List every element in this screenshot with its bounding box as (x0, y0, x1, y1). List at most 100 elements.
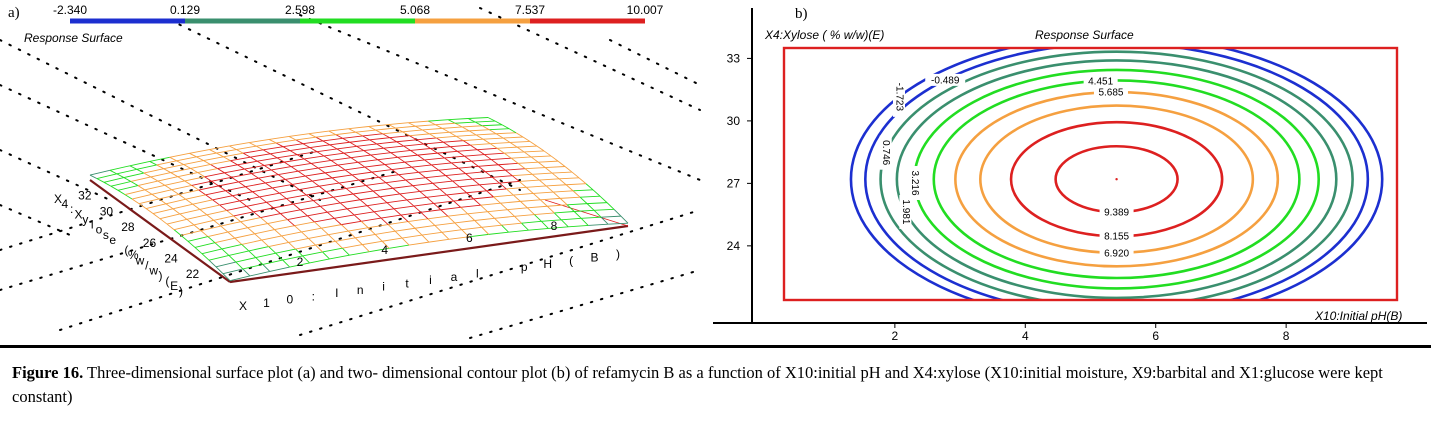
surface-mesh-segment (186, 218, 195, 226)
surface-mesh-segment (159, 218, 168, 225)
surface-mesh-segment (478, 164, 499, 167)
surface-mesh-segment (260, 217, 268, 224)
dot-grid-line (609, 39, 701, 86)
surface-mesh-segment (560, 196, 581, 199)
surface-mesh-segment (309, 144, 330, 149)
surface-mesh-segment (427, 215, 448, 220)
surface-mesh-segment (229, 142, 250, 147)
contour-y-tick-label: 27 (727, 176, 741, 190)
surface-mesh-segment (486, 188, 507, 192)
surface-mesh-segment (382, 133, 390, 139)
surface-mesh-segment (504, 151, 525, 154)
surface-x-tick-label: 6 (466, 231, 473, 245)
surface-mesh-segment (385, 182, 394, 189)
surface-mesh-segment (559, 198, 568, 206)
surface-mesh-segment (571, 171, 580, 179)
surface-mesh-segment (292, 180, 313, 185)
surface-mesh-segment (254, 229, 275, 235)
surface-mesh-segment (553, 212, 562, 221)
surface-mesh-segment (393, 208, 402, 216)
surface-mesh-segment (230, 160, 238, 166)
surface-mesh-segment (241, 244, 250, 252)
surface-mesh-segment (178, 194, 187, 200)
surface-mesh-segment (419, 191, 428, 198)
surface-mesh-segment (311, 180, 320, 187)
surface-mesh-segment (475, 134, 484, 140)
surface-mesh-segment (364, 164, 385, 168)
surface-mesh-segment (454, 222, 463, 231)
surface-mesh-segment (288, 136, 297, 141)
surface-mesh-segment (212, 199, 220, 206)
surface-mesh-segment (409, 135, 417, 141)
surface-mesh-segment (392, 187, 401, 195)
contour-y-tick-label: 33 (727, 51, 741, 65)
surface-mesh-segment (165, 203, 174, 210)
surface-x-title-char: p (521, 260, 528, 274)
surface-mesh-segment (180, 230, 202, 236)
surface-mesh-segment (553, 190, 574, 193)
surface-mesh-segment (360, 196, 381, 201)
surface-mesh-segment (253, 207, 274, 213)
surface-mesh-segment (343, 150, 364, 154)
surface-mesh-segment (395, 227, 416, 232)
surface-mesh-segment (537, 161, 546, 168)
surface-mesh-segment (340, 224, 349, 232)
surface-mesh-segment (216, 152, 224, 158)
surface-mesh-segment (289, 150, 298, 156)
surface-mesh-segment (459, 184, 480, 188)
surface-mesh-segment (180, 235, 189, 242)
surface-mesh-segment (424, 157, 445, 161)
surface-mesh-segment (460, 204, 481, 208)
surface-mesh-segment (166, 223, 175, 230)
surface-mesh-segment (362, 133, 383, 137)
surface-mesh-segment (464, 155, 472, 162)
surface-mesh-segment (362, 135, 370, 141)
surface-mesh-segment (519, 179, 540, 182)
surface-mesh-segment (137, 185, 146, 191)
surface-mesh-segment (470, 143, 491, 146)
surface-mesh-segment (473, 196, 494, 200)
surface-mesh-segment (499, 182, 507, 190)
surface-y-title-char: ) (159, 269, 163, 283)
surface-mesh-segment (205, 194, 213, 201)
surface-mesh-segment (233, 215, 241, 223)
surface-mesh-segment (295, 136, 316, 141)
surface-mesh-segment (308, 130, 329, 135)
surface-mesh-segment (397, 156, 405, 163)
surface-mesh-segment (437, 150, 458, 154)
surface-mesh-segment (355, 129, 376, 133)
surface-mesh-segment (323, 155, 332, 161)
surface-mesh-segment (300, 209, 308, 217)
surface-mesh-segment (315, 244, 323, 253)
surface-mesh-segment (543, 150, 552, 157)
panel-a-label: a) (8, 5, 20, 21)
surface-mesh-segment (164, 180, 185, 186)
surface-mesh-segment (302, 140, 323, 145)
surface-mesh-segment (335, 241, 343, 249)
surface-mesh-segment (199, 204, 220, 210)
surface-mesh-segment (518, 161, 539, 164)
surface-mesh-segment (223, 156, 231, 162)
surface-mesh-segment (350, 157, 359, 163)
contour-label-bg (925, 73, 966, 86)
surface-mesh-segment (461, 126, 470, 132)
surface-x-tick-label: 4 (381, 243, 388, 257)
surface-mesh-segment (110, 185, 119, 191)
contour-label-text: 6.920 (1104, 248, 1129, 259)
surface-mesh-segment (183, 160, 204, 165)
surface-mesh-segment (394, 230, 403, 239)
colorbar-tick-label: 5.068 (400, 3, 430, 17)
surface-mesh-segment (561, 217, 582, 221)
surface-mesh-segment (468, 117, 489, 119)
surface-mesh-segment (191, 180, 212, 186)
surface-mesh-segment (152, 213, 161, 220)
surface-mesh-segment (396, 139, 417, 143)
surface-mesh-segment (376, 143, 384, 149)
surface-mesh-segment (190, 164, 211, 169)
surface-mesh-segment (325, 169, 346, 174)
surface-mesh-segment (151, 193, 160, 200)
surface-mesh-segment (294, 225, 302, 233)
surface-mesh-segment (322, 247, 343, 253)
surface-mesh-segment (198, 189, 206, 196)
surface-mesh-segment (151, 189, 172, 195)
